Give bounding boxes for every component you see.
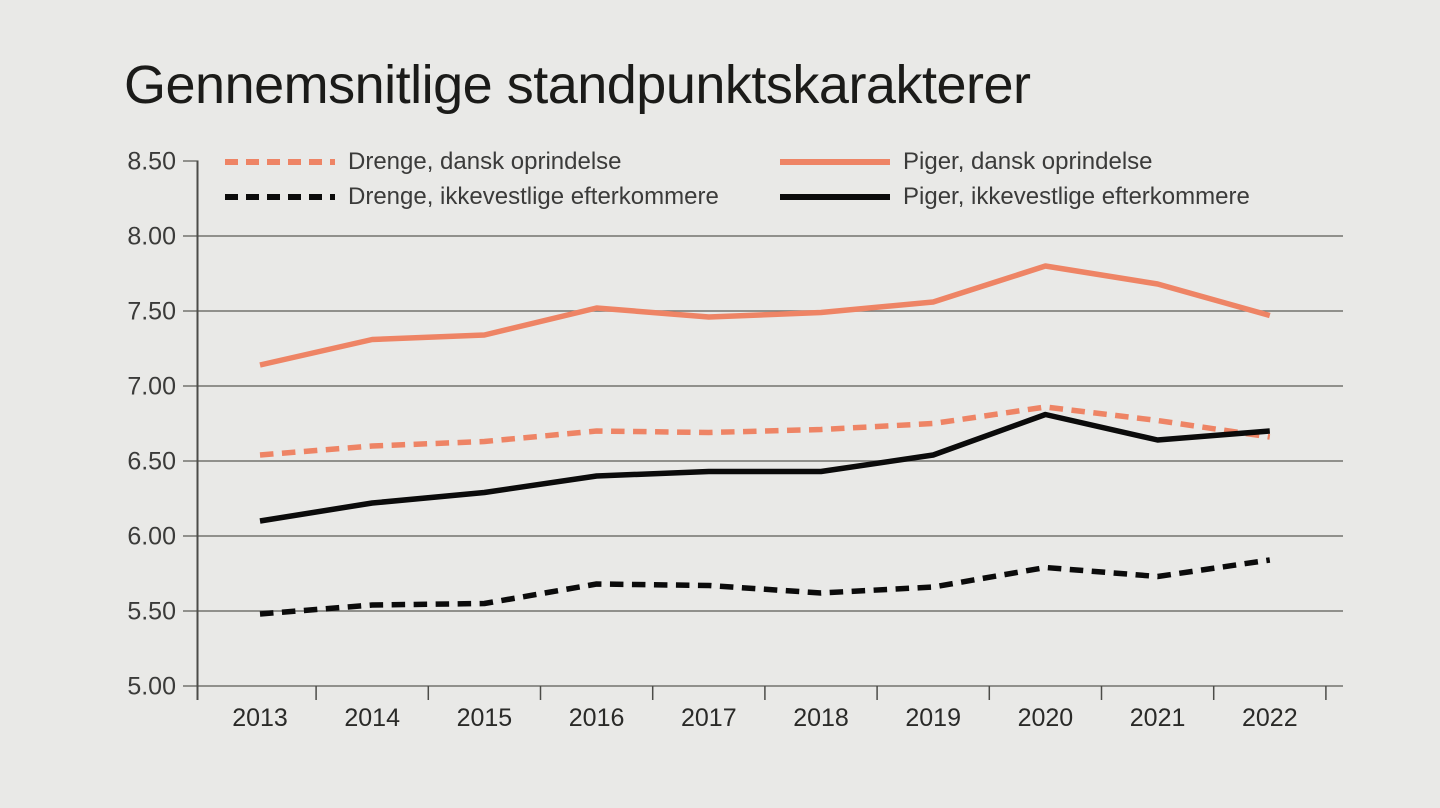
x-axis-label-2015: 2015 xyxy=(457,704,513,732)
y-axis-label-6.50: 6.50 xyxy=(127,448,176,476)
y-axis-label-5.00: 5.00 xyxy=(127,673,176,701)
series-line-2-drenge-ikkevestlige-efterkommere xyxy=(259,557,1271,617)
x-axis-label-2013: 2013 xyxy=(232,704,288,732)
x-axis-label-2019: 2019 xyxy=(905,704,961,732)
x-axis-label-2022: 2022 xyxy=(1242,704,1298,732)
x-axis-label-2021: 2021 xyxy=(1130,704,1186,732)
y-axis-label-8.00: 8.00 xyxy=(127,223,176,251)
y-axis-label-8.50: 8.50 xyxy=(127,148,176,176)
x-axis-label-2014: 2014 xyxy=(344,704,400,732)
y-axis-label-6.00: 6.00 xyxy=(127,523,176,551)
y-axis-label-5.50: 5.50 xyxy=(127,598,176,626)
chart-title: Gennemsnitlige standpunktskarakterer xyxy=(124,55,1031,115)
x-axis-label-2018: 2018 xyxy=(793,704,849,732)
y-axis-label-7.50: 7.50 xyxy=(127,298,176,326)
x-axis-label-2017: 2017 xyxy=(681,704,737,732)
y-axis-label-7.00: 7.00 xyxy=(127,373,176,401)
series-line-1-piger-dansk-oprindelse xyxy=(259,263,1271,368)
series-line-0-drenge-dansk-oprindelse xyxy=(259,404,1271,458)
x-axis-label-2016: 2016 xyxy=(569,704,625,732)
series-line-3-piger-ikkevestlige-efterkommere xyxy=(259,411,1271,524)
x-axis-label-2020: 2020 xyxy=(1018,704,1074,732)
